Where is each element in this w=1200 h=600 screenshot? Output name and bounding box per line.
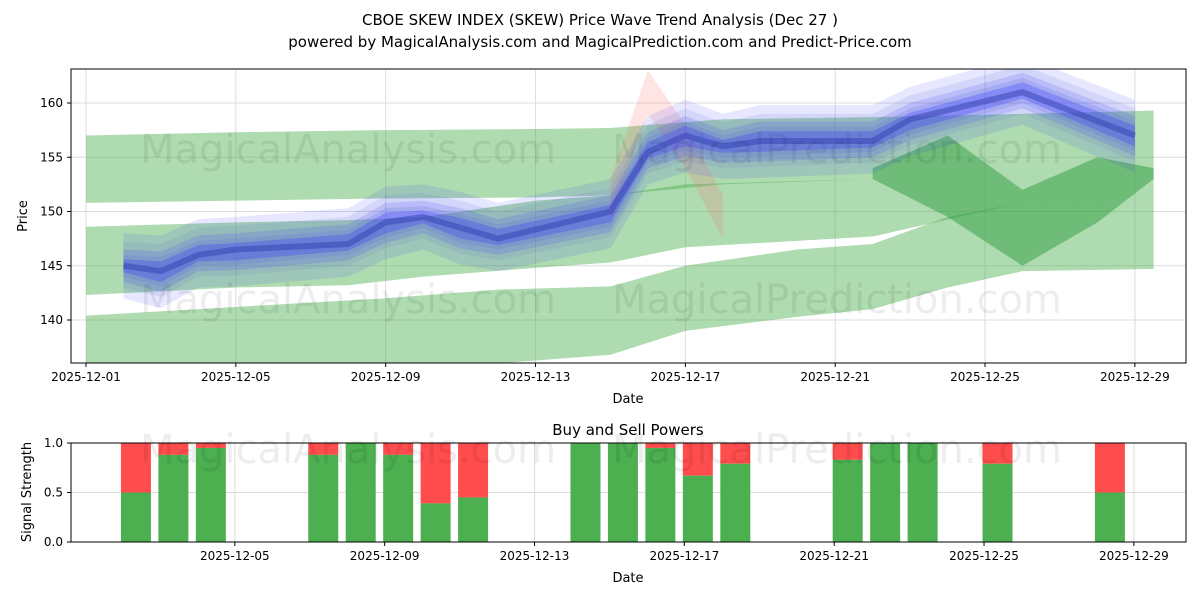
sell-bar <box>158 443 189 455</box>
sell-bar <box>982 443 1013 464</box>
watermark: MagicalPrediction.com <box>612 277 1062 323</box>
x-tick-label: 2025-12-21 <box>800 370 870 384</box>
sell-bar <box>682 443 713 476</box>
bar-y-axis-label: Signal Strength <box>20 442 35 542</box>
y-tick-label: 0.0 <box>44 535 63 549</box>
y-tick-label: 140 <box>40 313 63 327</box>
x-tick-label: 2025-12-09 <box>351 370 421 384</box>
sell-bar <box>308 443 339 455</box>
buy-bar <box>308 454 339 542</box>
x-tick-label: 2025-12-05 <box>201 370 271 384</box>
buy-bar <box>345 443 376 542</box>
x-tick-label: 2025-12-13 <box>501 370 571 384</box>
watermark: MagicalPrediction.com <box>612 427 1062 473</box>
price-band <box>123 69 1135 309</box>
bar-plot-frame <box>70 442 1187 543</box>
plot-area: MagicalAnalysis.com MagicalAnalysis.com Ma… <box>86 69 1154 363</box>
watermark: MagicalAnalysis.com <box>140 277 556 323</box>
green-band <box>86 200 1154 363</box>
sell-bar <box>1094 443 1125 493</box>
buy-bar <box>383 454 414 542</box>
y-tick-label: 150 <box>40 205 63 219</box>
x-tick-label: 2025-12-13 <box>500 549 570 563</box>
x-tick-label: 2025-12-21 <box>799 549 869 563</box>
y-axis-label: Price <box>16 200 31 232</box>
chart-subtitle: powered by MagicalAnalysis.com and Magic… <box>288 33 912 51</box>
bar-chart-title: Buy and Sell Powers <box>552 421 704 439</box>
sell-bar <box>832 443 863 460</box>
buy-bar <box>645 447 676 542</box>
sell-bar <box>720 443 751 464</box>
buy-bar <box>120 492 151 542</box>
buy-bar <box>682 475 713 542</box>
y-tick-label: 145 <box>40 259 63 273</box>
buy-bar <box>158 454 189 542</box>
buy-bar <box>832 459 863 542</box>
bar-x-axis-label: Date <box>612 571 643 586</box>
x-tick-label: 2025-12-17 <box>650 370 720 384</box>
green-band <box>86 178 1154 296</box>
buy-bar <box>458 497 489 542</box>
chart-title: CBOE SKEW INDEX (SKEW) Price Wave Trend … <box>362 11 838 29</box>
sell-bar <box>645 443 676 448</box>
x-tick-label: 2025-12-29 <box>1100 370 1170 384</box>
x-tick-label: 2025-12-25 <box>950 370 1020 384</box>
buy-bar <box>195 447 226 542</box>
y-tick-label: 155 <box>40 150 63 164</box>
buy-bar <box>982 463 1013 542</box>
watermark: MagicalAnalysis.com <box>140 427 556 473</box>
sell-bar <box>120 443 151 493</box>
buy-bar <box>607 443 638 542</box>
buy-bar <box>907 443 938 542</box>
y-tick-label: 0.5 <box>44 486 63 500</box>
sell-bar <box>195 443 226 448</box>
price-line <box>123 89 1136 275</box>
watermark: MagicalPrediction.com <box>612 127 1062 173</box>
buy-bar <box>720 463 751 542</box>
x-tick-label: 2025-12-29 <box>1099 549 1169 563</box>
x-tick-label: 2025-12-09 <box>350 549 420 563</box>
plot-frame <box>70 68 1187 364</box>
y-tick-label: 1.0 <box>44 436 63 450</box>
x-tick-label: 2025-12-25 <box>949 549 1019 563</box>
x-tick-label: 2025-12-17 <box>649 549 719 563</box>
red-band <box>610 70 723 239</box>
sell-bar <box>420 443 451 504</box>
buy-bar <box>420 503 451 542</box>
buy-bar <box>870 443 901 542</box>
watermark: MagicalAnalysis.com <box>140 127 556 173</box>
sell-bar <box>383 443 414 455</box>
sell-bar <box>458 443 489 498</box>
buy-bar <box>570 443 601 542</box>
y-tick-label: 160 <box>40 96 63 110</box>
x-tick-label: 2025-12-05 <box>200 549 270 563</box>
x-axis-label: Date <box>612 392 643 407</box>
green-wave <box>872 135 1154 266</box>
x-tick-label: 2025-12-01 <box>51 370 121 384</box>
buy-bar <box>1094 492 1125 542</box>
